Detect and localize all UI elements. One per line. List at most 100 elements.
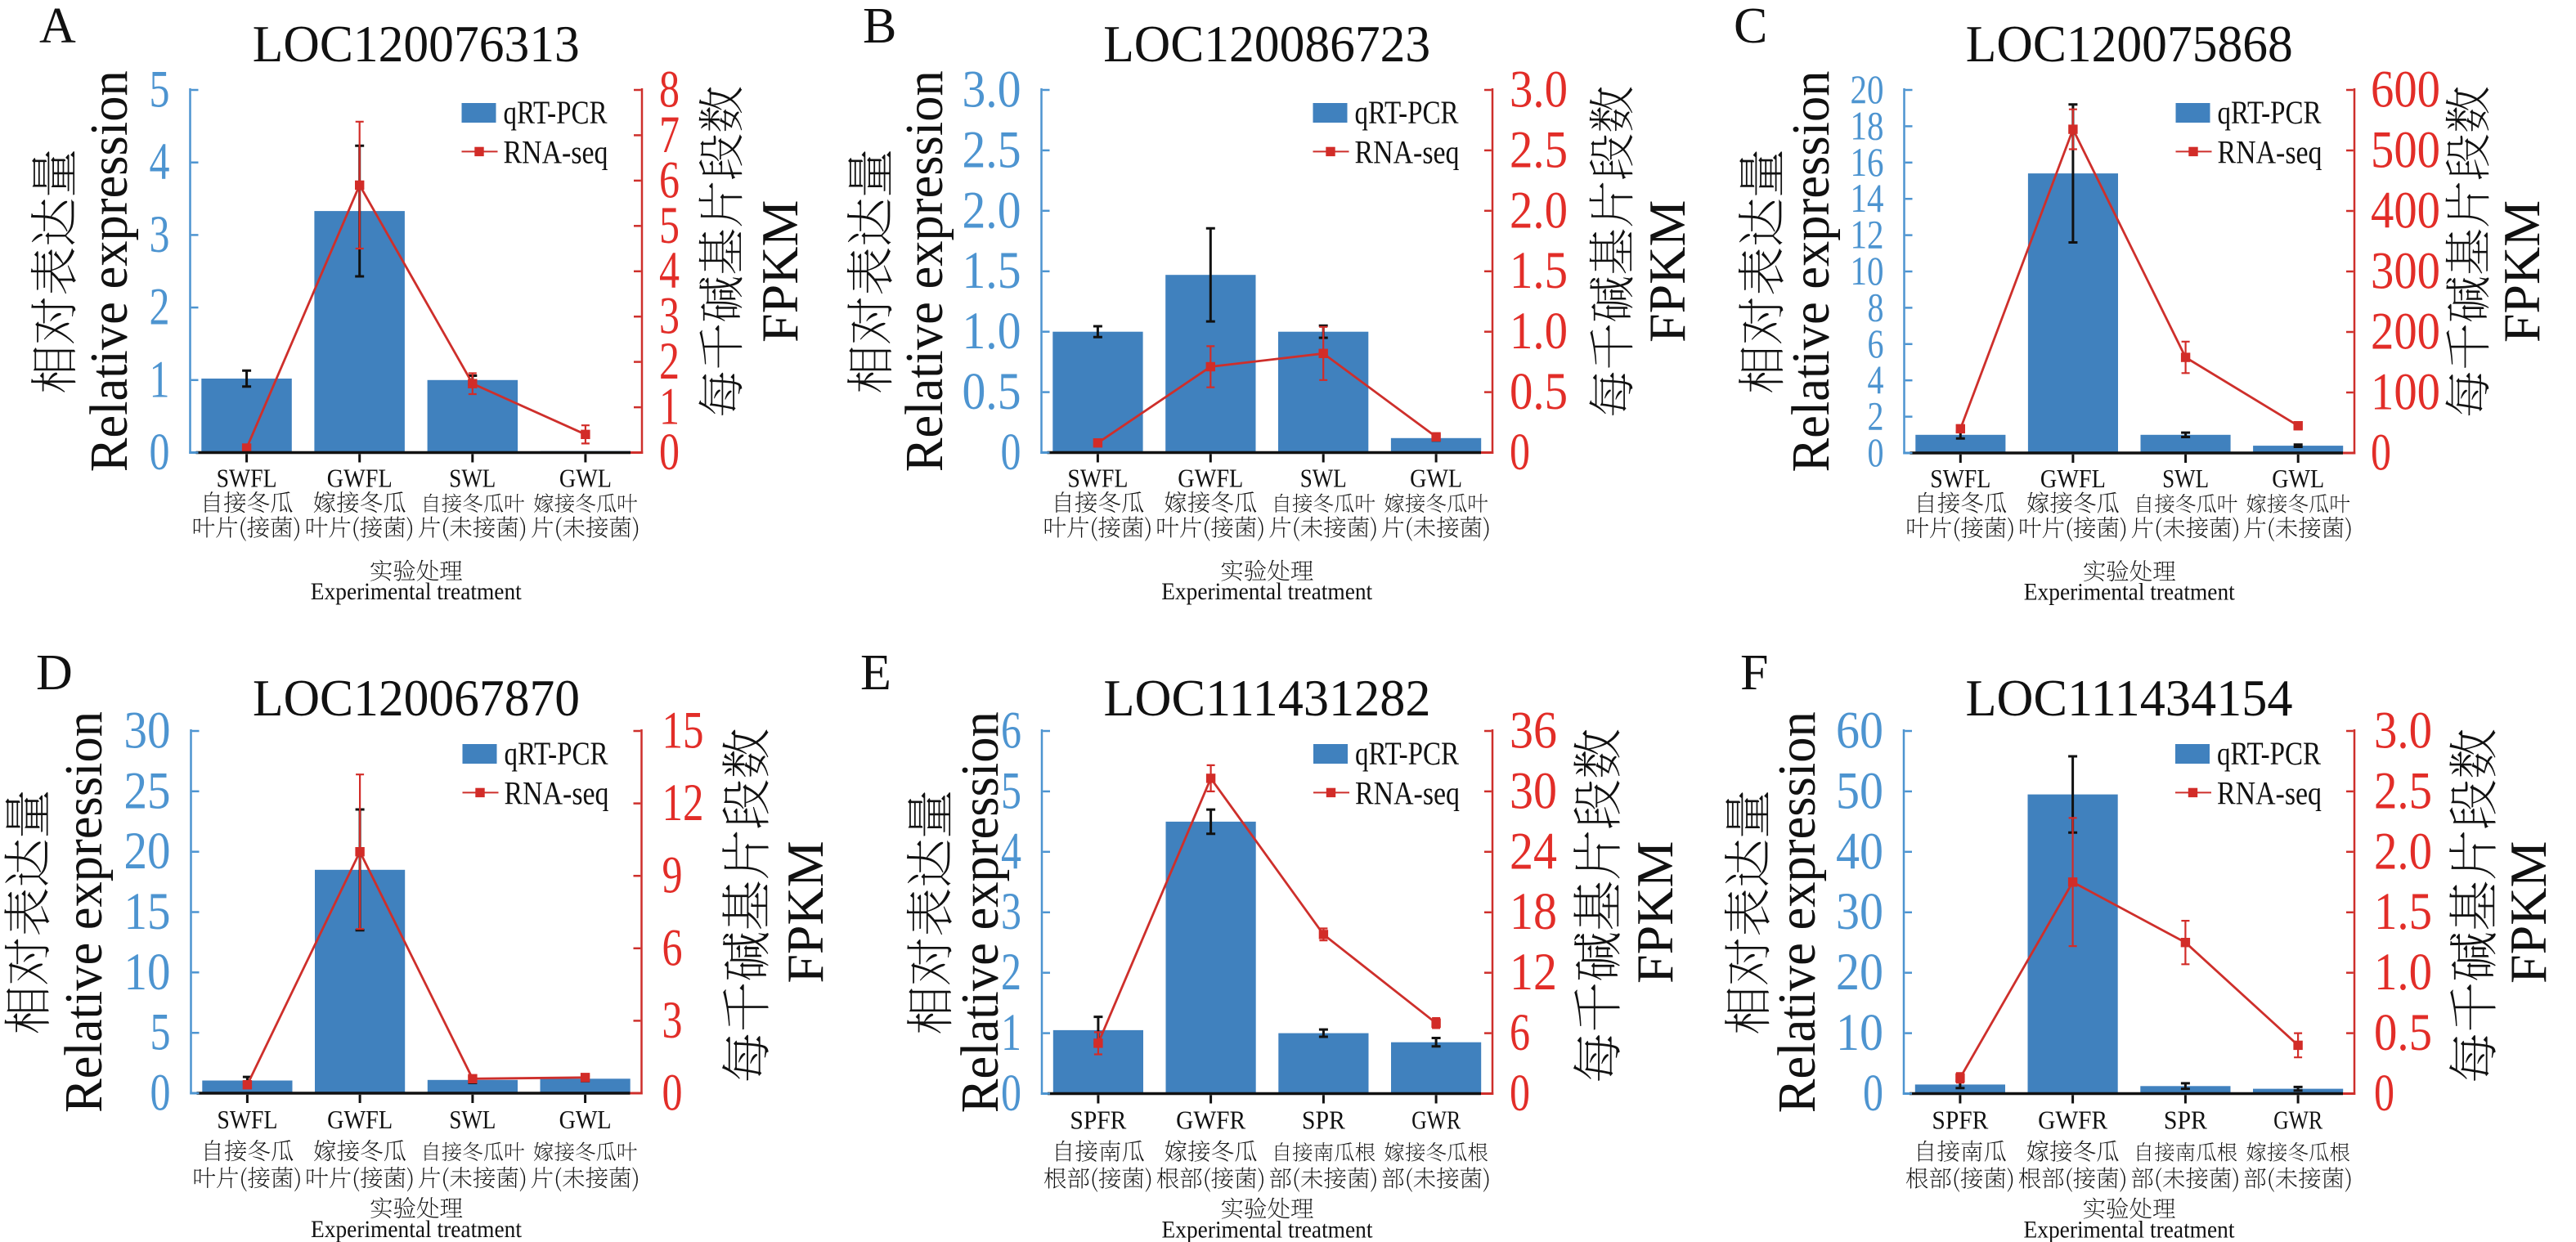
svg-text:SPR: SPR (2164, 1105, 2208, 1135)
svg-text:1.5: 1.5 (963, 241, 1021, 300)
svg-text:0: 0 (662, 1064, 683, 1123)
svg-text:Experimental treatment: Experimental treatment (2024, 579, 2236, 606)
svg-text:0: 0 (1868, 429, 1884, 475)
svg-text:FPKM: FPKM (2499, 841, 2557, 984)
svg-text:1.5: 1.5 (2374, 882, 2432, 941)
svg-text:15: 15 (662, 702, 704, 760)
svg-text:200: 200 (2371, 303, 2440, 361)
svg-text:0.5: 0.5 (963, 362, 1021, 421)
svg-text:8: 8 (659, 61, 680, 119)
svg-text:6: 6 (1001, 702, 1021, 760)
svg-text:GWL: GWL (559, 464, 612, 493)
svg-text:0: 0 (1863, 1064, 1883, 1123)
svg-text:5: 5 (659, 196, 680, 255)
svg-text:LOC120067870: LOC120067870 (253, 670, 580, 727)
svg-text:Relative expression: Relative expression (895, 70, 954, 472)
svg-text:LOC120086723: LOC120086723 (1103, 16, 1430, 73)
svg-text:SWL: SWL (2162, 464, 2209, 493)
svg-text:0: 0 (659, 423, 680, 482)
svg-text:3: 3 (150, 205, 170, 264)
svg-text:2.0: 2.0 (963, 181, 1021, 240)
svg-text:10: 10 (124, 943, 171, 1002)
svg-text:5: 5 (1001, 761, 1021, 820)
svg-text:24: 24 (1510, 822, 1557, 881)
svg-text:0: 0 (150, 423, 170, 482)
svg-text:2.0: 2.0 (1510, 181, 1568, 240)
svg-text:GWR: GWR (1411, 1105, 1461, 1135)
svg-text:25: 25 (124, 761, 171, 820)
svg-text:50: 50 (1836, 761, 1883, 820)
svg-text:SWFL: SWFL (217, 464, 277, 493)
svg-text:0.5: 0.5 (1510, 362, 1568, 421)
svg-text:0: 0 (1001, 423, 1021, 482)
svg-text:GWFR: GWFR (1176, 1105, 1246, 1135)
svg-text:2: 2 (150, 278, 170, 337)
svg-text:RNA-seq: RNA-seq (1355, 775, 1460, 812)
svg-text:qRT-PCR: qRT-PCR (1355, 735, 1459, 772)
svg-text:1.0: 1.0 (963, 302, 1021, 361)
svg-text:F: F (1740, 645, 1768, 701)
svg-text:qRT-PCR: qRT-PCR (2217, 735, 2321, 772)
svg-text:0: 0 (2371, 424, 2391, 482)
svg-text:qRT-PCR: qRT-PCR (504, 94, 608, 131)
svg-text:16: 16 (1851, 139, 1884, 185)
svg-text:LOC111434154: LOC111434154 (1966, 670, 2293, 727)
svg-text:SWL: SWL (449, 464, 496, 493)
svg-text:Experimental treatment: Experimental treatment (1162, 1217, 1374, 1242)
svg-text:0: 0 (1001, 1064, 1021, 1123)
svg-text:2.5: 2.5 (2374, 761, 2432, 820)
svg-text:GWR: GWR (2273, 1105, 2323, 1135)
svg-text:0: 0 (2374, 1064, 2394, 1123)
svg-text:30: 30 (1510, 761, 1557, 820)
svg-text:0: 0 (1510, 1064, 1530, 1123)
svg-text:2.0: 2.0 (2374, 822, 2432, 881)
svg-text:qRT-PCR: qRT-PCR (1355, 94, 1459, 131)
svg-text:SWFL: SWFL (1067, 464, 1128, 493)
svg-text:SWL: SWL (449, 1105, 496, 1134)
svg-text:1: 1 (150, 350, 170, 409)
svg-text:GWL: GWL (559, 1105, 612, 1134)
svg-text:RNA-seq: RNA-seq (1355, 134, 1460, 171)
svg-text:6: 6 (1868, 321, 1884, 366)
svg-text:14: 14 (1851, 175, 1884, 221)
svg-text:20: 20 (1851, 66, 1884, 112)
svg-text:2: 2 (659, 332, 680, 391)
svg-text:Experimental treatment: Experimental treatment (1161, 578, 1373, 605)
svg-text:12: 12 (1851, 212, 1884, 258)
svg-text:2: 2 (1868, 393, 1884, 439)
svg-text:100: 100 (2371, 363, 2440, 422)
svg-text:4: 4 (1001, 822, 1021, 881)
svg-text:4: 4 (1868, 356, 1884, 402)
svg-text:1.5: 1.5 (1510, 241, 1568, 300)
svg-text:E: E (860, 645, 891, 701)
svg-text:5: 5 (150, 1003, 171, 1062)
svg-text:10: 10 (1836, 1003, 1883, 1062)
svg-text:7: 7 (659, 105, 680, 164)
svg-text:qRT-PCR: qRT-PCR (2218, 94, 2322, 131)
svg-text:3.0: 3.0 (2374, 702, 2432, 760)
svg-text:Experimental treatment: Experimental treatment (311, 578, 523, 605)
svg-text:FPKM: FPKM (1638, 200, 1696, 343)
svg-text:3: 3 (1001, 882, 1021, 941)
svg-text:3.0: 3.0 (1510, 61, 1568, 119)
svg-text:RNA-seq: RNA-seq (2217, 775, 2322, 812)
svg-text:3: 3 (659, 287, 680, 346)
svg-text:SWFL: SWFL (217, 1105, 277, 1134)
svg-text:1: 1 (1001, 1003, 1021, 1062)
svg-text:8: 8 (1868, 284, 1884, 330)
svg-text:FPKM: FPKM (751, 200, 809, 343)
svg-text:30: 30 (1836, 882, 1883, 941)
svg-text:18: 18 (1851, 102, 1884, 148)
svg-text:400: 400 (2371, 182, 2440, 240)
svg-text:500: 500 (2371, 121, 2440, 180)
svg-text:A: A (39, 0, 76, 54)
svg-text:40: 40 (1836, 822, 1883, 881)
svg-text:2.5: 2.5 (963, 120, 1021, 179)
svg-text:5: 5 (150, 61, 170, 119)
svg-text:RNA-seq: RNA-seq (2218, 134, 2322, 171)
svg-text:Experimental treatment: Experimental treatment (311, 1216, 523, 1242)
svg-text:4: 4 (150, 132, 170, 191)
svg-text:qRT-PCR: qRT-PCR (505, 735, 608, 772)
svg-text:FPKM: FPKM (2493, 200, 2551, 343)
svg-text:Relative expression: Relative expression (54, 711, 114, 1113)
